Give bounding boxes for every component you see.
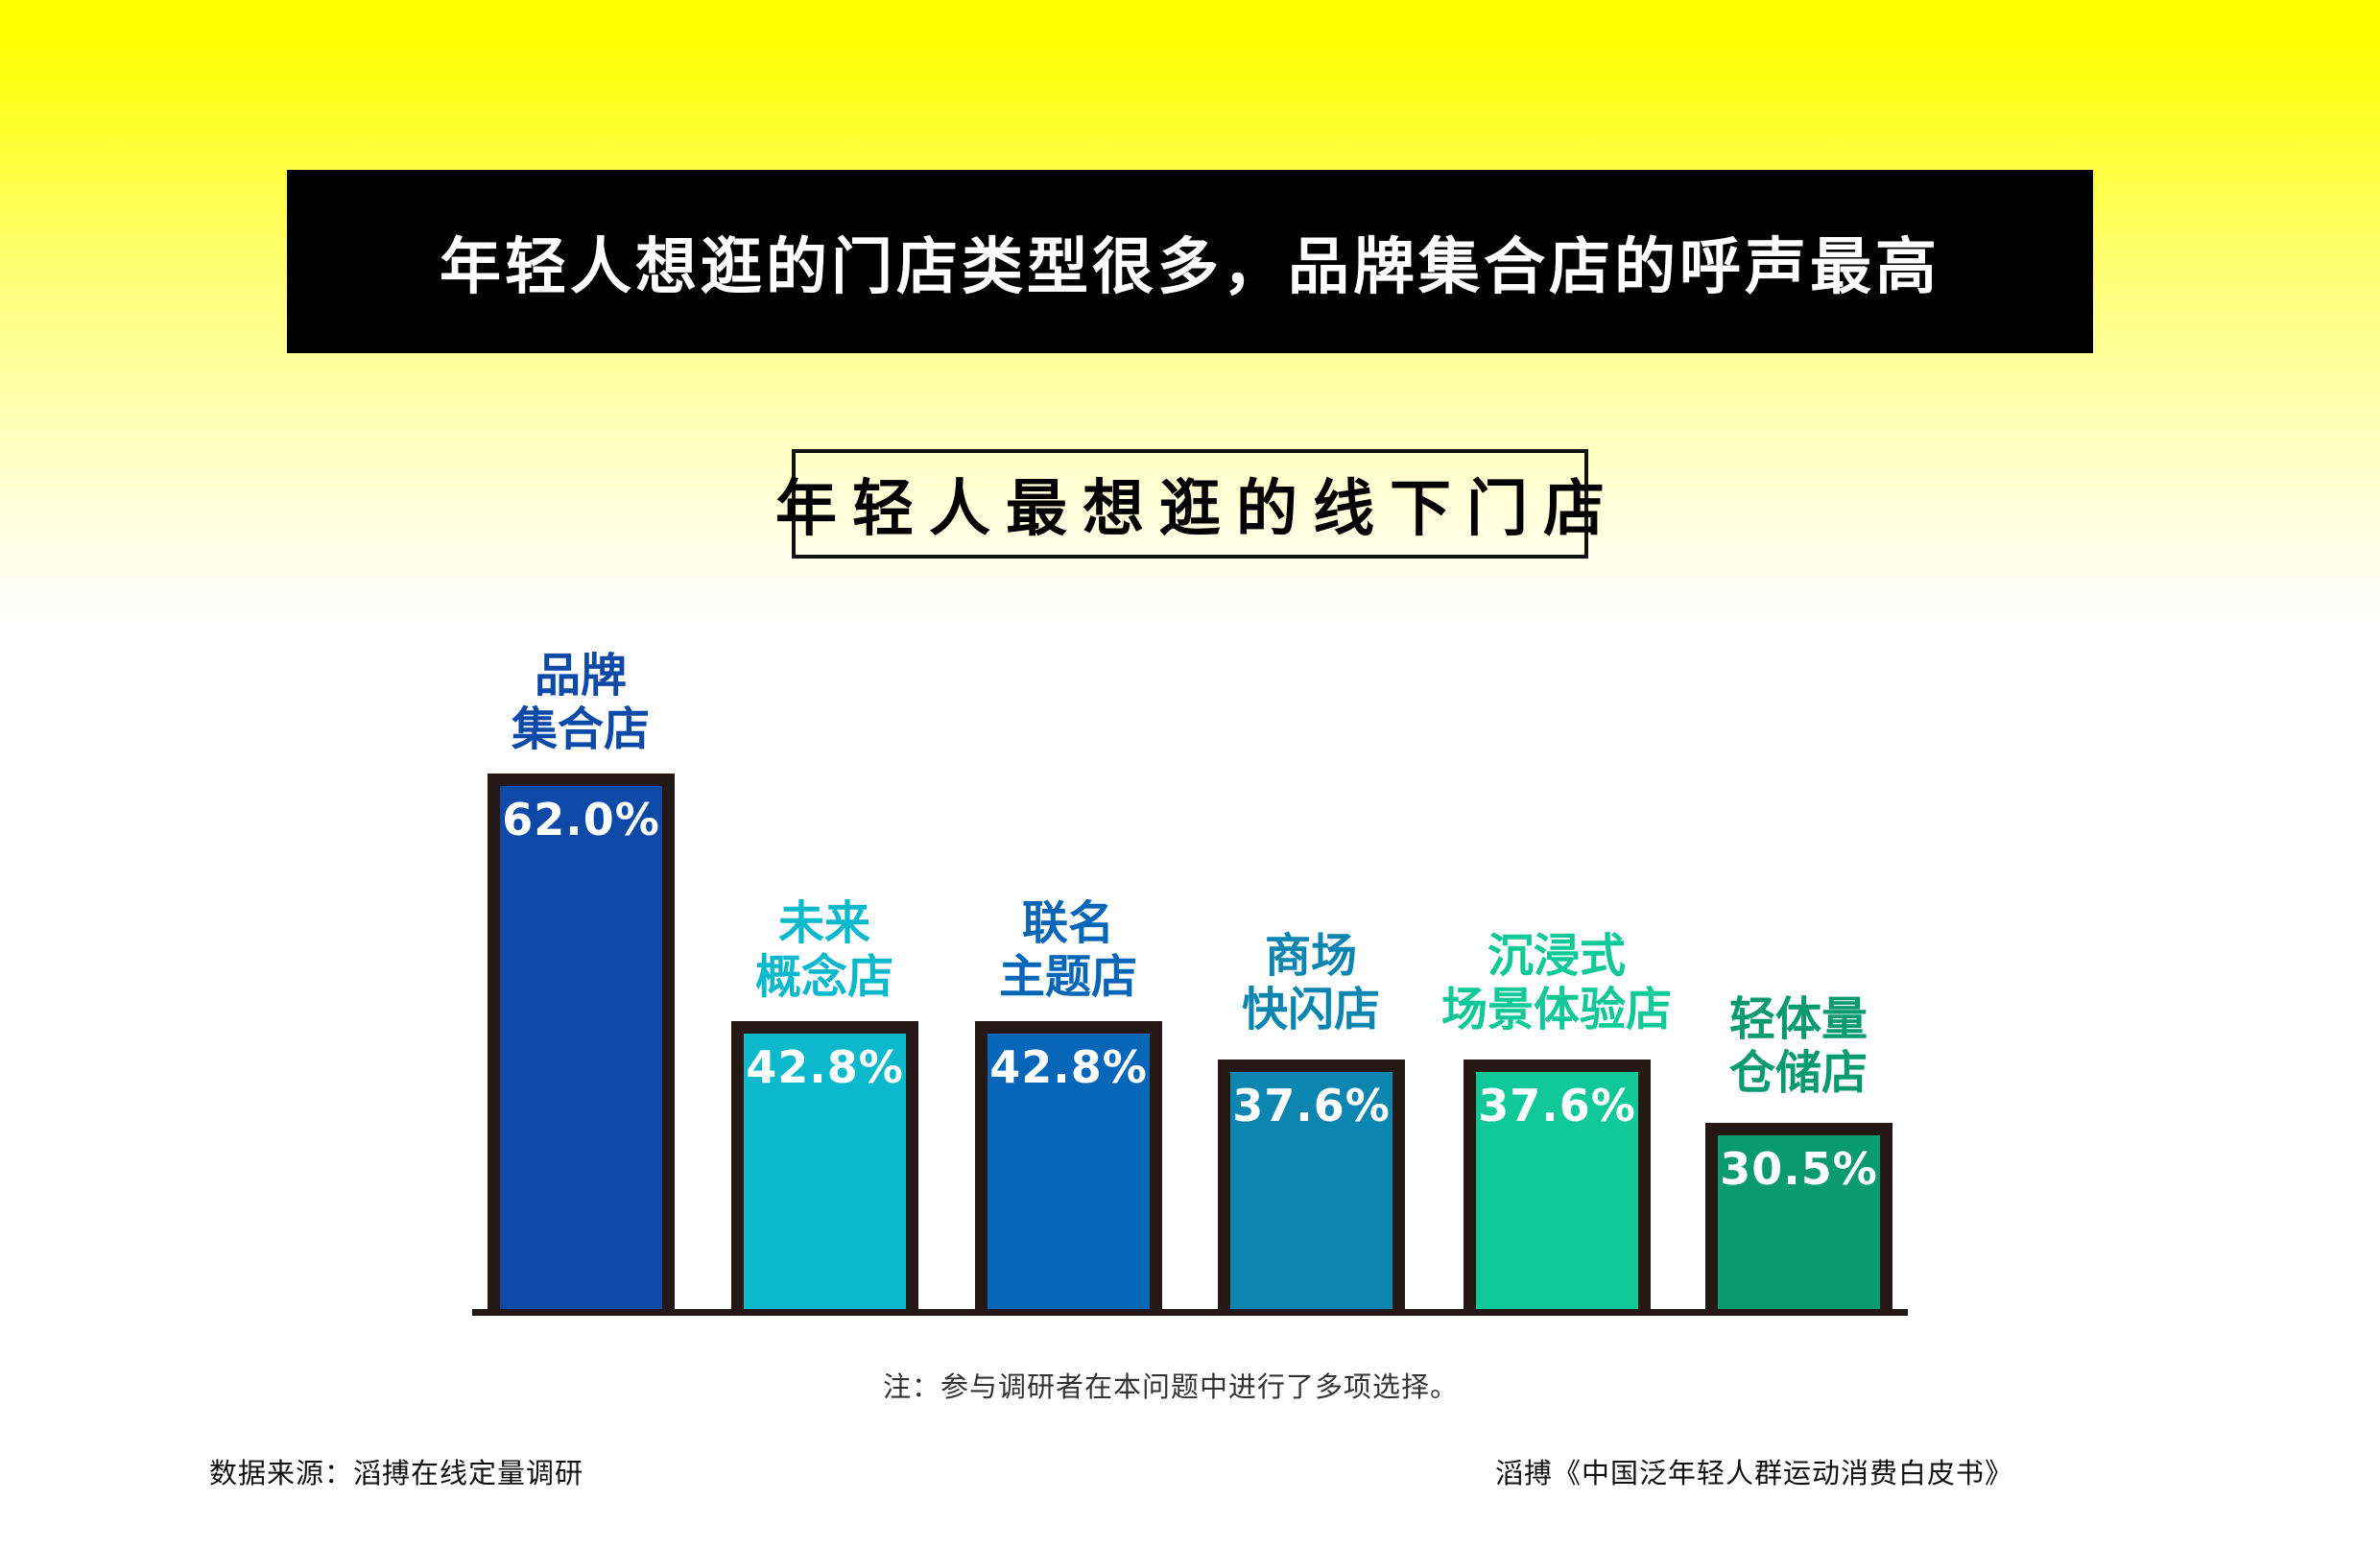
bar-label-immersive-experience-store: 沉浸式 场景体验店: [1403, 929, 1710, 1036]
headline-text: 年轻人想逛的门店类型很多，品牌集合店的呼声最高: [440, 231, 1940, 303]
chart-title-box: 年轻人最想逛的线下门店: [775, 449, 1605, 559]
bar-label-mall-pop-up-store: 商场 快闪店: [1157, 929, 1464, 1036]
footnote: 注：参与调研者在本问题中进行了多项选择。: [883, 1370, 1460, 1403]
bar-label-brand-collection-store: 品牌 集合店: [427, 649, 734, 756]
bar-value: 37.6%: [1232, 1080, 1391, 1131]
bar-lightweight-warehouse-store: 30.5%: [1705, 1123, 1892, 1309]
bar-future-concept-store: 42.8%: [731, 1021, 918, 1309]
bar-label-line1: 未来: [777, 896, 870, 950]
bar-label-co-branded-theme-store: 联名 主题店: [915, 896, 1222, 1004]
bar-label-line2: 集合店: [511, 703, 650, 756]
bar-label-lightweight-warehouse-store: 轻体量 仓储店: [1645, 992, 1952, 1100]
bar-label-line2: 主题店: [998, 950, 1137, 1004]
data-source: 数据来源：滔搏在线定量调研: [209, 1457, 584, 1489]
bar-mall-pop-up-store: 37.6%: [1218, 1060, 1405, 1309]
bar-value: 42.8%: [746, 1041, 904, 1093]
bar-value: 30.5%: [1720, 1143, 1878, 1195]
bar-co-branded-theme-store: 42.8%: [975, 1021, 1162, 1309]
bar-label-line1: 沉浸式: [1487, 929, 1626, 983]
bar-label-line2: 概念店: [754, 950, 893, 1004]
bar-value: 62.0%: [502, 794, 660, 845]
headline-banner: 年轻人想逛的门店类型很多，品牌集合店的呼声最高: [287, 170, 2093, 353]
bar-immersive-experience-store: 37.6%: [1464, 1060, 1651, 1309]
bar-label-line1: 品牌: [534, 649, 627, 703]
bar-brand-collection-store: 62.0%: [488, 774, 675, 1309]
chart-title: 年轻人最想逛的线下门店: [775, 474, 1620, 545]
report-citation: 滔搏《中国泛年轻人群运动消费白皮书》: [1495, 1457, 2014, 1489]
bar-label-line1: 联名: [1021, 896, 1114, 950]
bar-label-line1: 商场: [1264, 929, 1357, 983]
bar-label-line2: 仓储店: [1728, 1046, 1868, 1100]
bar-label-line2: 快闪店: [1241, 983, 1380, 1036]
x-axis-baseline: [472, 1309, 1908, 1316]
bar-value: 42.8%: [989, 1041, 1148, 1093]
bar-label-line1: 轻体量: [1728, 992, 1868, 1046]
bar-value: 37.6%: [1478, 1080, 1636, 1131]
bar-label-line2: 场景体验店: [1440, 983, 1672, 1036]
bar-label-future-concept-store: 未来 概念店: [671, 896, 978, 1004]
